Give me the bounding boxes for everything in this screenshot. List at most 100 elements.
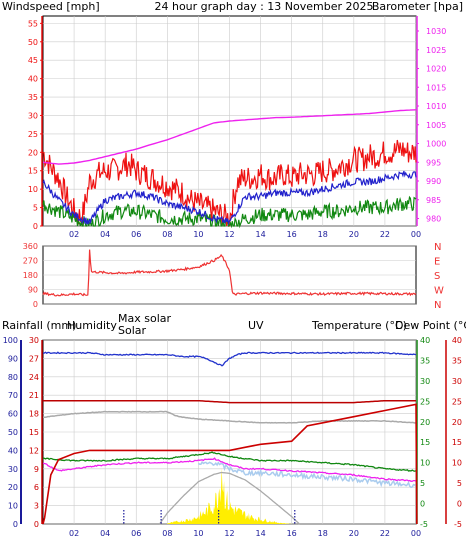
wind-baro-chart: 0510152025303540455055980985990995100010…	[28, 15, 446, 239]
baro-y-tick: 1030	[426, 27, 446, 36]
rainfall-label: Rainfall (mm)	[2, 319, 76, 332]
solar-fill	[167, 467, 292, 524]
rainfall-y-tick: 27	[29, 354, 39, 363]
humidity-y-tick: 0	[13, 520, 18, 529]
temperature-label: Temperature (°C)	[311, 319, 407, 332]
series-dew	[42, 457, 417, 482]
dewpoint-y-tick: 35	[452, 356, 462, 365]
baro-y-tick: 1000	[426, 140, 446, 149]
rain-x-tick: 22	[380, 529, 390, 538]
humidity-y-tick: 60	[8, 410, 18, 419]
rainfall-y-tick: 12	[29, 446, 39, 455]
wind-x-tick: 10	[193, 230, 203, 239]
baro-y-tick: 1010	[426, 102, 446, 111]
dewpoint-y-tick: 40	[452, 336, 462, 345]
compass-tick: W	[434, 286, 444, 297]
direction-y-tick: 90	[28, 286, 38, 295]
wind-x-tick: 14	[255, 230, 265, 239]
wind-y-tick: 50	[28, 38, 38, 47]
baro-y-tick: 1025	[426, 46, 446, 55]
rain-x-tick: 08	[162, 529, 172, 538]
series-maxsolar	[43, 399, 416, 404]
rainfall-y-tick: 15	[29, 428, 39, 437]
baro-y-tick: 1015	[426, 83, 446, 92]
compass-tick: N	[434, 300, 441, 311]
wind-x-tick: 22	[380, 230, 390, 239]
wind-y-tick: 15	[28, 167, 38, 176]
temperature-y-tick: 25	[420, 397, 430, 406]
wind-x-tick: 18	[318, 230, 328, 239]
direction-y-tick: 180	[23, 271, 38, 280]
dewpoint-y-tick: 5	[457, 479, 462, 488]
windspeed-axis-label: Windspeed [mph]	[2, 0, 100, 13]
temperature-y-tick: -5	[420, 520, 428, 529]
rain-x-tick: 16	[287, 529, 297, 538]
wind-y-tick: 20	[28, 148, 38, 157]
humidity-label: Humidity	[67, 319, 117, 332]
dewpoint-y-tick: -5	[454, 520, 462, 529]
humidity-y-tick: 100	[3, 336, 18, 345]
humidity-y-tick: 70	[8, 391, 18, 400]
uv-label: UV	[248, 319, 264, 332]
temperature-y-tick: 35	[420, 356, 430, 365]
rain-x-tick: 10	[193, 529, 203, 538]
wind-x-tick: 06	[131, 230, 141, 239]
rainfall-y-tick: 18	[29, 410, 39, 419]
direction-y-tick: 270	[23, 257, 38, 266]
max-solar-label: Max solar	[118, 312, 171, 325]
rain-x-tick: 04	[100, 529, 110, 538]
series-solar	[43, 410, 417, 424]
dew-point-label: Dew Point (°C)	[395, 319, 466, 332]
rainfall-y-tick: 24	[29, 373, 39, 382]
wind-y-tick: 25	[28, 130, 38, 139]
humidity-y-tick: 20	[8, 483, 18, 492]
series-humidity	[43, 351, 417, 367]
wind-direction-chart: 0 N 90 W 180 S 270 E 360 N	[23, 242, 444, 311]
rainfall-series	[42, 403, 418, 525]
baro-y-tick: 1005	[426, 121, 446, 130]
baro-y-tick: 1020	[426, 65, 446, 74]
rainfall-y-tick: 0	[34, 520, 39, 529]
wind-y-tick: 0	[33, 222, 38, 231]
dewpoint-y-tick: 15	[452, 438, 462, 447]
wind-x-tick: 16	[287, 230, 297, 239]
temperature-y-tick: 30	[420, 377, 430, 386]
dewpoint-y-tick: 30	[452, 377, 462, 386]
wind-x-tick: 02	[69, 230, 79, 239]
baro-y-tick: 995	[426, 158, 441, 167]
wind-series-lowwind	[42, 195, 417, 229]
direction-y-tick: 360	[23, 242, 38, 251]
wind-y-tick: 5	[33, 204, 38, 213]
rain-x-tick: 12	[224, 529, 234, 538]
graph-title: 24 hour graph day : 13 November 2025	[154, 0, 373, 13]
direction-y-tick: 0	[33, 300, 38, 309]
temperature-y-tick: 15	[420, 438, 430, 447]
direction-series	[42, 249, 417, 297]
wind-y-tick: 30	[28, 111, 38, 120]
temperature-y-tick: 5	[420, 479, 425, 488]
wind-x-tick: 20	[349, 230, 359, 239]
wind-y-tick: 45	[28, 56, 38, 65]
rain-humidity-solar-temp-chart: 0102030405060708090100036912151821242730…	[3, 336, 462, 538]
compass-tick: S	[434, 271, 440, 282]
temperature-y-tick: 10	[420, 459, 430, 468]
wind-y-tick: 55	[28, 19, 38, 28]
compass-tick: E	[434, 257, 440, 268]
rainfall-y-tick: 30	[29, 336, 39, 345]
baro-y-tick: 990	[426, 177, 441, 186]
rainfall-y-tick: 9	[34, 465, 39, 474]
temperature-y-tick: 20	[420, 418, 430, 427]
barometer-axis-label: Barometer [hpa]	[372, 0, 463, 13]
humidity-y-tick: 90	[8, 354, 18, 363]
rainfall-y-tick: 21	[29, 391, 39, 400]
humidity-y-tick: 30	[8, 465, 18, 474]
baro-series	[42, 109, 417, 165]
wind-x-tick: 04	[100, 230, 110, 239]
compass-tick: N	[434, 242, 441, 253]
rain-x-tick: 06	[131, 529, 141, 538]
wind-x-tick: 12	[224, 230, 234, 239]
rain-x-tick: 00	[411, 529, 421, 538]
humidity-y-tick: 10	[8, 502, 18, 511]
